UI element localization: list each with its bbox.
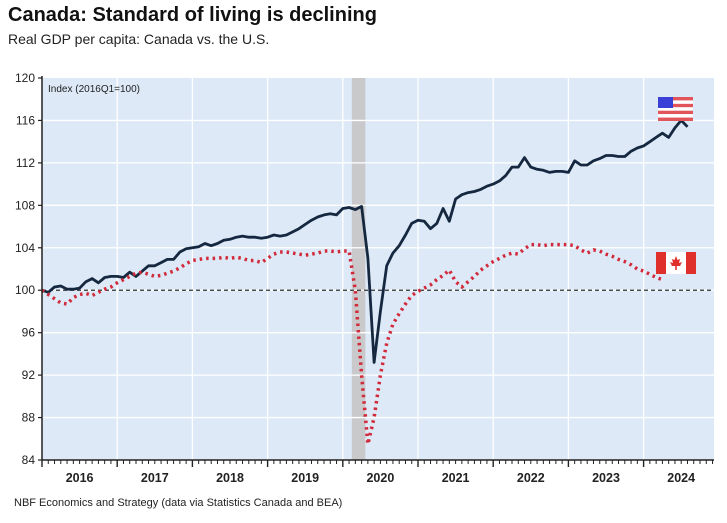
y-tick-label: 108 [15, 198, 35, 212]
x-tick-label: 2024 [667, 471, 695, 485]
series-line-canada [41, 242, 663, 446]
canada-flag-icon [656, 252, 696, 274]
canada-flag-left-bar [656, 252, 666, 274]
x-tick-label: 2019 [291, 471, 319, 485]
series-line-united-states [41, 119, 689, 364]
y-tick-label: 120 [15, 71, 35, 85]
x-tick-label: 2022 [517, 471, 545, 485]
source-note: NBF Economics and Strategy (data via Sta… [14, 497, 343, 509]
y-tick-label: 104 [15, 241, 35, 255]
y-tick-label: 84 [22, 453, 36, 467]
x-tick-label: 2017 [141, 471, 169, 485]
y-tick-label: 92 [22, 368, 36, 382]
us-flag-stripe [658, 97, 693, 101]
us-flag-stripe [658, 114, 693, 118]
x-tick-label: 2021 [442, 471, 470, 485]
y-tick-label: 88 [22, 411, 36, 425]
us-flag-stripe [658, 100, 693, 104]
canada-flag-right-bar [686, 252, 696, 274]
x-tick-label: 2016 [66, 471, 94, 485]
us-flag-icon [658, 97, 693, 121]
y-tick-label: 112 [16, 156, 35, 170]
x-tick-label: 2023 [592, 471, 620, 485]
x-tick-label: 2018 [216, 471, 244, 485]
y-tick-label: 100 [15, 283, 35, 297]
axes: 84 88 92 96 100 104 108 112 116 120 2016 2017 2018 20… [15, 71, 714, 485]
us-flag-stripe [658, 107, 693, 111]
us-flag-stripe [658, 103, 693, 108]
chart-title: Canada: Standard of living is declining [8, 4, 377, 26]
legend [656, 97, 696, 274]
us-flag-stripe [658, 117, 693, 121]
us-flag-canton [658, 97, 673, 108]
maple-leaf-icon [670, 256, 682, 270]
y-tick-label: 116 [16, 113, 35, 127]
y-tick-label: 96 [22, 326, 36, 340]
index-note: Index (2016Q1=100) [48, 84, 140, 95]
chart-subtitle: Real GDP per capita: Canada vs. the U.S. [8, 31, 270, 47]
x-tick-label: 2020 [366, 471, 394, 485]
us-flag-stripe [658, 110, 693, 115]
series-layer [41, 119, 689, 446]
